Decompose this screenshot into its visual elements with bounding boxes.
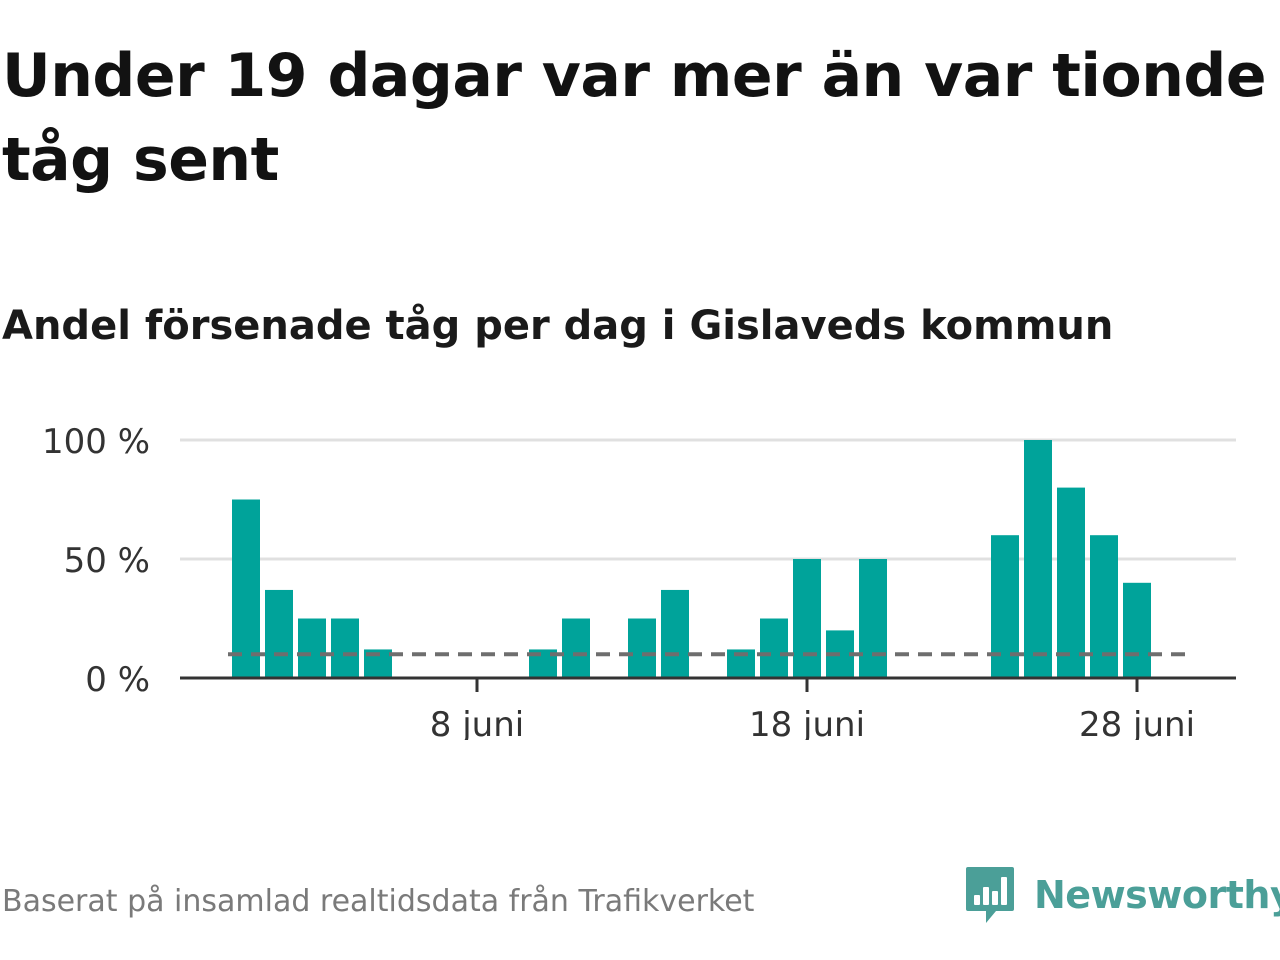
bar: [628, 618, 656, 678]
x-tick-label: 18 juni: [749, 705, 865, 740]
y-tick-label: 100 %: [42, 422, 150, 462]
chart-subtitle: Andel försenade tåg per dag i Gislaveds …: [2, 303, 1114, 349]
source-note: Baserat på insamlad realtidsdata från Tr…: [2, 884, 755, 919]
axes: [180, 676, 1236, 692]
x-tick-label: 8 juni: [430, 705, 524, 740]
bar: [760, 618, 788, 678]
bar: [1123, 582, 1151, 678]
brand: Newsworthy: [964, 864, 1280, 926]
chart-title: Under 19 dagar var mer än var tionde tåg…: [2, 41, 1267, 195]
bar: [265, 589, 293, 678]
bar: [562, 618, 590, 678]
y-tick-label: 50 %: [64, 541, 150, 581]
bar-chart: 0 % 50 % 100 % 8 juni 18 juni 28 juni: [42, 422, 1236, 740]
bar: [991, 535, 1019, 678]
y-tick-label: 0 %: [85, 660, 150, 700]
bar: [661, 589, 689, 678]
bar: [1057, 487, 1085, 678]
newsworthy-logo-icon: [966, 867, 1014, 923]
tick-labels: 0 % 50 % 100 % 8 juni 18 juni 28 juni: [42, 422, 1195, 740]
bar: [1090, 535, 1118, 678]
bar: [331, 618, 359, 678]
bar: [298, 618, 326, 678]
bar: [232, 499, 260, 678]
bar: [793, 559, 821, 678]
bar: [1024, 440, 1052, 678]
bar: [859, 559, 887, 678]
x-tick-label: 28 juni: [1079, 705, 1195, 740]
brand-name: Newsworthy: [1034, 873, 1280, 917]
